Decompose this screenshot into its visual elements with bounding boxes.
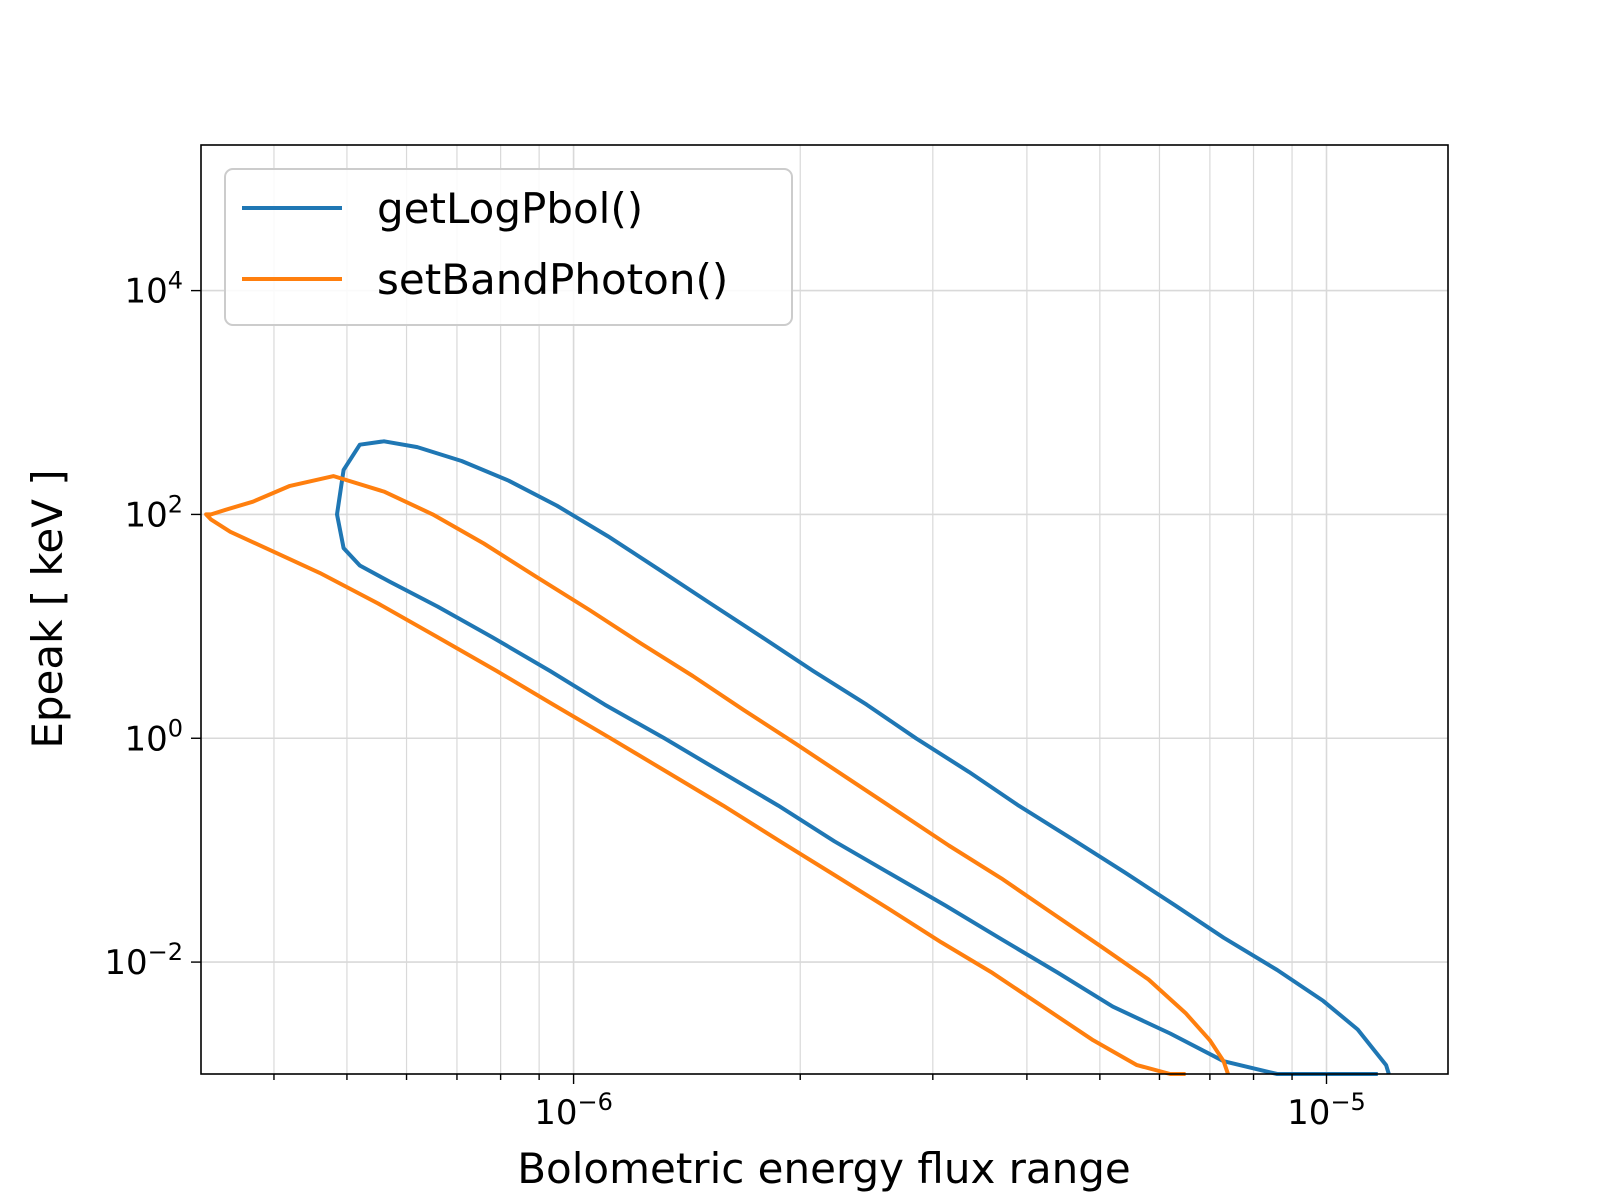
plot-frame [200,144,1449,1075]
x-axis-title: Bolometric energy flux range [517,1144,1131,1193]
series-line-getlogpbol [335,439,1391,1076]
legend-box [224,168,793,326]
y-axis-title: Epeak [ keV ] [23,469,72,748]
legend: getLogPbol() setBandPhoton() [224,168,793,326]
y-tick-label: 100 [124,714,183,759]
legend-label-setbandphoton: setBandPhoton() [377,255,728,304]
x-tick-label: 10−6 [534,1088,613,1133]
series-line-setbandphoton [204,474,1230,1076]
y-tick-label: 104 [124,267,183,312]
series-layer [204,439,1391,1076]
y-tick-label: 102 [124,490,183,535]
axis-ticks: 10−6 10−5 10−2 100 102 104 [104,267,1365,1133]
legend-label-getlogpbol: getLogPbol() [377,184,643,233]
x-tick-label: 10−5 [1287,1088,1366,1133]
y-tick-label: 10−2 [104,938,183,983]
